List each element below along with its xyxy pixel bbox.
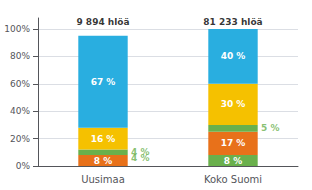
svg-text:0%: 0%	[16, 161, 31, 171]
svg-text:9 894 hlöä: 9 894 hlöä	[76, 17, 129, 27]
svg-text:67 %: 67 %	[91, 77, 116, 87]
svg-text:100%: 100%	[4, 24, 30, 34]
svg-text:60%: 60%	[10, 79, 30, 89]
svg-text:30 %: 30 %	[221, 99, 246, 109]
svg-text:80%: 80%	[10, 51, 30, 61]
svg-text:5 %: 5 %	[261, 123, 279, 133]
svg-text:17 %: 17 %	[221, 138, 246, 148]
svg-text:Uusimaa: Uusimaa	[81, 174, 125, 185]
svg-text:4 %: 4 %	[131, 153, 149, 163]
svg-text:8 %: 8 %	[224, 156, 242, 166]
svg-text:81 233 hlöä: 81 233 hlöä	[203, 17, 262, 27]
svg-text:20%: 20%	[10, 134, 30, 144]
svg-text:16 %: 16 %	[91, 134, 116, 144]
svg-text:40%: 40%	[10, 106, 30, 116]
svg-text:40 %: 40 %	[221, 51, 246, 61]
svg-text:Koko Suomi: Koko Suomi	[204, 174, 262, 185]
svg-text:8 %: 8 %	[94, 156, 112, 166]
